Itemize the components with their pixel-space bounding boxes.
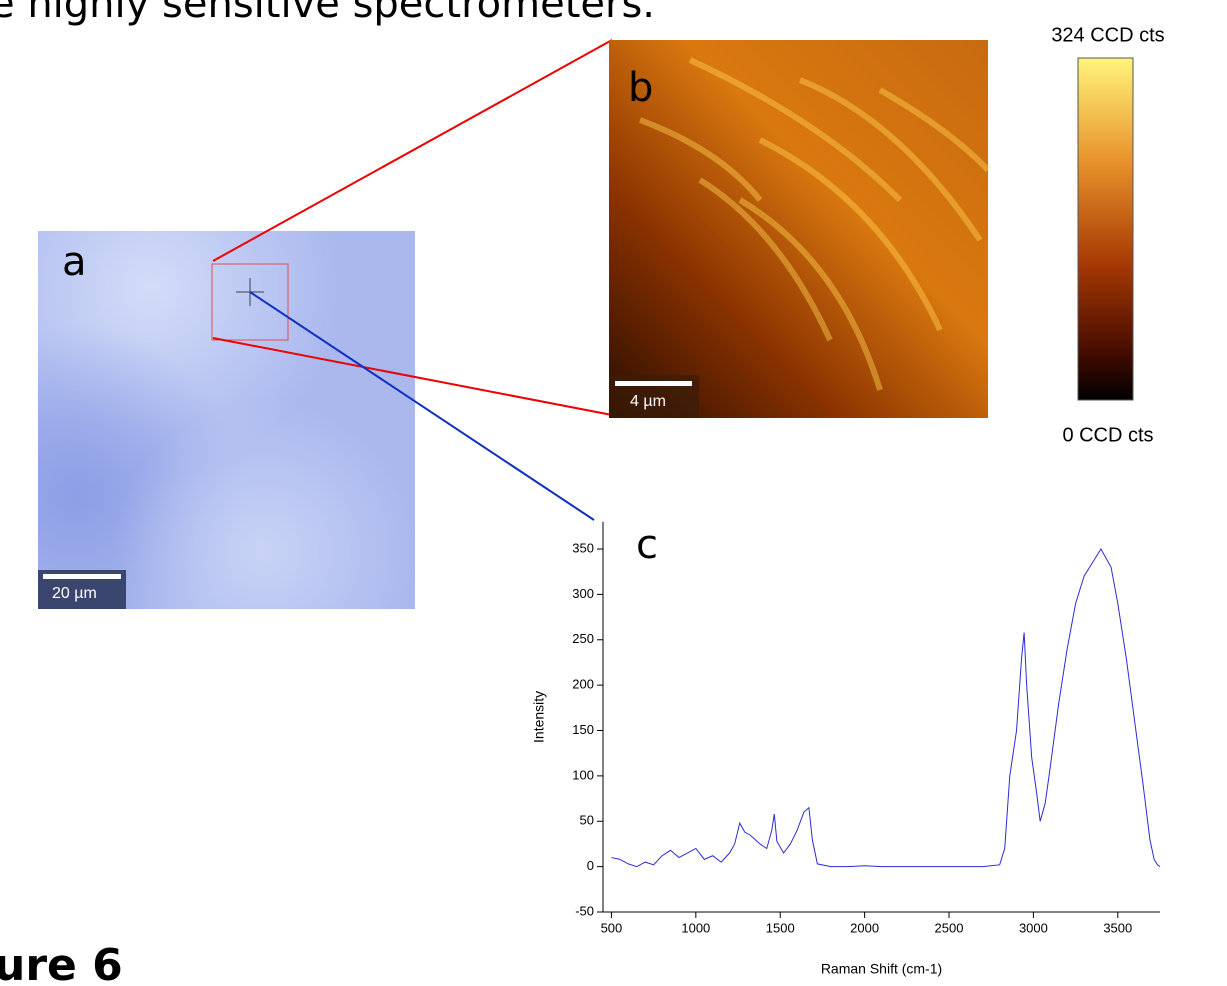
panel-a: a 20 µm: [38, 231, 415, 609]
figure-label: ure 6: [0, 940, 123, 986]
y-tick-label: 50: [580, 813, 594, 828]
y-axis-label: Intensity: [531, 691, 547, 743]
panel-b: b 4 µm 324 CCD cts 0 CCD cts: [609, 24, 1165, 446]
spectrum-chart: -50 0 50 100 150 200 250 300 350 500 1000 1500 2000 2…: [531, 521, 1161, 977]
x-tick-label: 3000: [1019, 920, 1048, 935]
y-tick-label: 350: [572, 540, 594, 555]
x-tick-label: 3500: [1103, 920, 1132, 935]
header-text: e highly sensitive spectrometers.: [0, 0, 655, 27]
colorbar-max: 324 CCD cts: [1051, 24, 1164, 46]
panel-label: c: [636, 522, 658, 568]
x-axis-label: Raman Shift (cm-1): [821, 961, 942, 977]
y-tick-label: 0: [587, 858, 594, 873]
y-tick-label: 100: [572, 767, 594, 782]
y-tick-label: 200: [572, 677, 594, 692]
y-tick-label: 250: [572, 631, 594, 646]
x-tick-label: 2500: [935, 920, 964, 935]
y-tick-label: -50: [575, 903, 594, 918]
colorbar-min: 0 CCD cts: [1062, 424, 1153, 446]
x-tick-label: 1500: [766, 920, 795, 935]
y-tick-label: 300: [572, 586, 594, 601]
x-tick-label: 500: [601, 920, 623, 935]
x-tick-label: 2000: [850, 920, 879, 935]
y-tick-label: 150: [572, 722, 594, 737]
spectrum-line: [611, 548, 1161, 868]
scale-bar-label: 20 µm: [52, 585, 97, 602]
panel-label: b: [628, 65, 653, 111]
x-tick-label: 1000: [681, 920, 710, 935]
panel-label: a: [62, 239, 87, 285]
scale-bar-label: 4 µm: [630, 393, 666, 410]
